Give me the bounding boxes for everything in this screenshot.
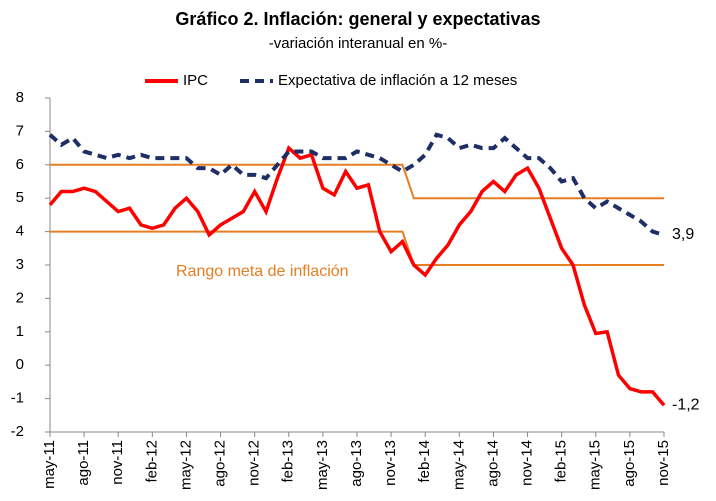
y-tick-label: 7 [16,122,24,139]
x-tick-label: may-11 [41,440,58,489]
data-label: -1,2 [672,396,700,413]
x-tick-label: ago-12 [212,440,229,487]
y-tick-label: 0 [16,356,24,373]
line [48,145,666,407]
line [48,132,665,237]
x-tick-label: feb-14 [416,440,433,483]
y-tick-label: 1 [16,323,24,340]
x-tick-label: may-15 [587,440,604,490]
target-range-line [50,163,664,200]
x-tick-label: ago-14 [484,440,501,487]
x-tick-label: may-14 [450,440,467,490]
chart-title: Gráfico 2. Inflación: general y expectat… [175,9,540,29]
x-tick-label: feb-13 [280,440,297,483]
y-tick-label: -2 [11,423,24,440]
x-tick-label: nov-14 [519,440,536,486]
y-tick-label: 3 [16,256,24,273]
data-label: 3,9 [672,226,694,243]
target-range-line [50,230,664,266]
x-tick-label: feb-15 [553,440,570,483]
x-tick-label: ago-15 [621,440,638,487]
x-tick-label: nov-11 [109,440,126,485]
x-tick-label: ago-13 [348,440,365,487]
y-tick-label: 2 [16,289,24,306]
y-tick-label: 6 [16,156,24,173]
x-tick-label: nov-12 [246,440,263,486]
legend-label: Expectativa de inflación a 12 meses [278,72,517,89]
x-tick-label: may-12 [177,440,194,490]
x-tick-label: nov-13 [382,440,399,486]
target-range-label: Rango meta de inflación [176,263,349,280]
y-tick-label: 4 [16,223,24,240]
x-tick-label: may-13 [314,440,331,490]
y-tick-label: -1 [11,390,24,407]
x-tick-label: ago-11 [75,440,92,486]
legend-label: IPC [183,72,208,89]
x-tick-label: feb-12 [143,440,160,483]
x-tick-label: nov-15 [655,440,672,486]
chart-subtitle: -variación interanual en %- [269,35,447,52]
y-tick-label: 5 [16,189,24,206]
y-tick-label: 8 [16,89,24,106]
